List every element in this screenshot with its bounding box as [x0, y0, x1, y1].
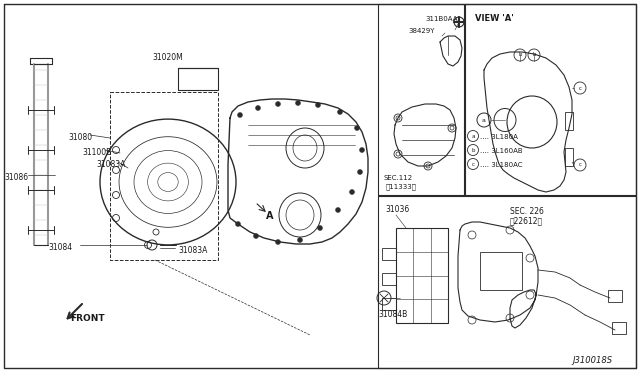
- Text: a: a: [482, 118, 486, 122]
- Circle shape: [275, 102, 280, 106]
- Circle shape: [349, 189, 355, 195]
- Bar: [382, 298, 396, 310]
- Text: .... 3L180AC: .... 3L180AC: [480, 162, 522, 168]
- Text: 31036: 31036: [385, 205, 409, 214]
- Circle shape: [360, 148, 365, 153]
- Text: c: c: [472, 161, 474, 167]
- Circle shape: [335, 208, 340, 212]
- Circle shape: [253, 234, 259, 238]
- Text: b: b: [518, 52, 522, 58]
- Circle shape: [298, 237, 303, 243]
- Text: VIEW 'A': VIEW 'A': [475, 14, 514, 23]
- Text: c: c: [579, 86, 582, 90]
- Text: 31020M: 31020M: [152, 53, 184, 62]
- Bar: [382, 273, 396, 285]
- Text: b: b: [471, 148, 475, 153]
- Text: 31080: 31080: [68, 133, 92, 142]
- Circle shape: [275, 240, 280, 244]
- Text: SEC. 226: SEC. 226: [510, 207, 544, 216]
- Bar: [608, 290, 622, 302]
- Bar: [396, 228, 448, 323]
- Text: 31084B: 31084B: [378, 310, 407, 319]
- Circle shape: [317, 225, 323, 231]
- Text: 31100B: 31100B: [82, 148, 111, 157]
- Text: .... 3L160AB: .... 3L160AB: [480, 148, 523, 154]
- Text: b: b: [532, 52, 536, 58]
- Bar: [382, 248, 396, 260]
- Text: 31084: 31084: [48, 243, 72, 252]
- Text: 】22612】: 】22612】: [510, 216, 543, 225]
- Circle shape: [255, 106, 260, 110]
- Text: 311B0AA: 311B0AA: [425, 16, 458, 22]
- Bar: [565, 148, 573, 166]
- Text: c: c: [579, 163, 582, 167]
- Text: 31083A: 31083A: [96, 160, 125, 169]
- Bar: [565, 112, 573, 130]
- Text: J310018S: J310018S: [572, 356, 612, 365]
- Bar: [178, 68, 218, 90]
- Text: 31086: 31086: [4, 173, 28, 182]
- Text: SEC.112: SEC.112: [384, 175, 413, 181]
- Circle shape: [236, 221, 241, 227]
- Bar: [612, 322, 626, 334]
- Text: .... 3L180A: .... 3L180A: [480, 134, 518, 140]
- Bar: [480, 252, 522, 290]
- Text: a: a: [471, 134, 475, 138]
- Circle shape: [237, 112, 243, 118]
- Circle shape: [316, 103, 321, 108]
- Circle shape: [296, 100, 301, 106]
- Circle shape: [337, 109, 342, 115]
- Text: A: A: [266, 211, 274, 221]
- Circle shape: [358, 170, 362, 174]
- Circle shape: [355, 125, 360, 131]
- Text: 31083A: 31083A: [178, 246, 207, 255]
- Text: FRONT: FRONT: [70, 314, 104, 323]
- Text: 38429Y: 38429Y: [408, 28, 435, 34]
- Text: 】11333】: 】11333】: [386, 183, 417, 190]
